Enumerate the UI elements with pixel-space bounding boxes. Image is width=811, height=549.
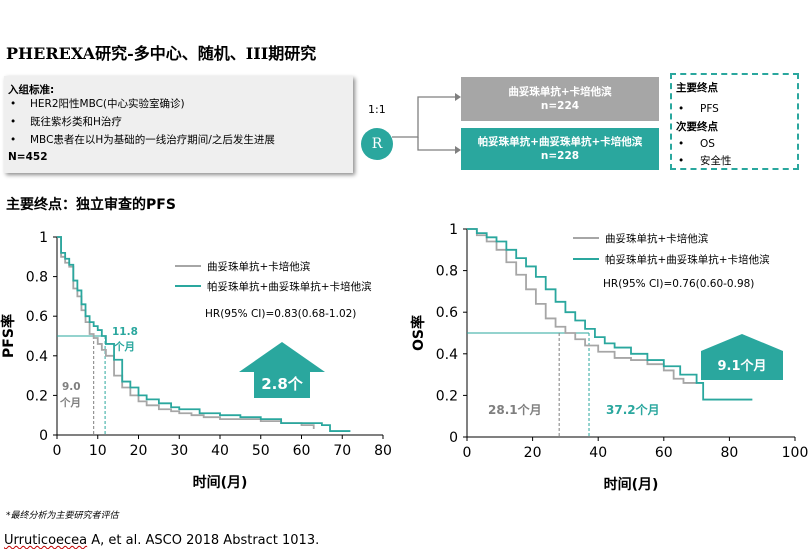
legend-label: 曲妥珠单抗+卡培他滨 (207, 260, 311, 273)
page-title: PHEREXA研究-多中心、随机、III期研究 (6, 44, 317, 63)
y-tick-label: 0.6 (436, 305, 458, 321)
secondary-endpoint-heading: 次要终点 (676, 121, 718, 133)
y-tick-label: 0.2 (26, 388, 48, 404)
arm-experimental-box: 帕妥珠单抗+曲妥珠单抗+卡培他滨 n=228 (461, 128, 659, 170)
randomization-icon: R (361, 128, 393, 160)
hazard-ratio-text: HR(95% CI)=0.83(0.68-1.02) (205, 308, 356, 320)
x-axis-title: 时间(月) (604, 476, 659, 493)
x-tick-label: 50 (252, 443, 270, 459)
bullet: • (10, 116, 17, 128)
x-tick-label: 30 (170, 443, 188, 459)
endpoints-box: 主要终点 • PFS 次要终点 • OS • 安全性 (670, 73, 799, 170)
legend-label: 曲妥珠单抗+卡培他滨 (605, 232, 709, 245)
citation-author: Urruticoecea (4, 533, 88, 548)
y-tick-label: 0.8 (436, 264, 458, 280)
x-axis-title: 时间(月) (193, 474, 248, 491)
y-tick-label: 1 (449, 222, 458, 238)
x-tick-label: 70 (333, 443, 351, 459)
legend-label: 帕妥珠单抗+曲妥珠单抗+卡培他滨 (207, 280, 372, 293)
x-tick-label: 80 (720, 445, 738, 461)
secondary-endpoint-item: 安全性 (700, 155, 732, 167)
x-tick-label: 10 (89, 443, 107, 459)
arm-control-n: n=224 (540, 100, 580, 112)
median-label-experimental-unit: 个月 (113, 340, 135, 353)
arm-control-box: 曲妥珠单抗+卡培他滨 n=224 (461, 77, 659, 121)
citation-rest: A, et al. ASCO 2018 Abstract 1013. (87, 533, 320, 548)
bullet: • (10, 98, 17, 110)
os-chart: 0 20 40 60 80 100 0 0.2 0.4 0.6 0.8 1 曲妥珠单抗+卡培他滨帕妥珠单… (410, 222, 809, 493)
x-tick-label: 20 (130, 443, 148, 459)
km-curve-series-2 (57, 236, 351, 432)
y-tick-label: 0.2 (436, 388, 458, 404)
y-tick-label: 0 (449, 430, 458, 446)
arm-control-name: 曲妥珠单抗+卡培他滨 (508, 86, 612, 98)
x-tick-label: 40 (211, 443, 229, 459)
inclusion-item: HER2阳性MBC(中心实验室确诊) (30, 98, 185, 110)
x-tick-label: 0 (463, 445, 472, 461)
arm-experimental-name: 帕妥珠单抗+曲妥珠单抗+卡培他滨 (477, 136, 643, 148)
secondary-endpoint-item: OS (700, 138, 715, 150)
median-label-experimental: 37.2个月 (606, 402, 660, 417)
y-axis-title: PFS率 (0, 314, 17, 358)
x-tick-label: 20 (524, 445, 542, 461)
y-axis-title: OS率 (410, 315, 427, 351)
footnote: *最终分析为主要研究者评估 (6, 511, 119, 521)
median-label-control-unit: 个月 (59, 396, 81, 409)
median-label-control: 28.1个月 (488, 402, 542, 417)
y-tick-label: 1 (39, 230, 48, 246)
primary-endpoint-title: 主要终点：独立审查的PFS (6, 197, 176, 213)
km-curve-series-1 (467, 228, 697, 384)
primary-endpoint-item: PFS (700, 103, 719, 115)
inclusion-item: MBC患者在以H为基础的一线治疗期间/之后发生进展 (30, 134, 275, 146)
bullet: • (678, 103, 685, 115)
callout-arrow (701, 334, 783, 380)
bullet: • (10, 134, 17, 146)
bullet: • (678, 155, 685, 167)
x-tick-label: 0 (53, 443, 62, 459)
x-tick-label: 80 (374, 443, 392, 459)
pfs-chart: 0 10 20 30 40 50 60 70 80 0 0.2 0.4 0.6 0.8 1 曲妥珠单抗+卡培他… (0, 230, 392, 491)
y-tick-label: 0.4 (436, 347, 458, 363)
randomization-arrows (392, 93, 461, 154)
primary-endpoint-heading: 主要终点 (676, 82, 718, 94)
callout-label: 2.8个 (261, 375, 304, 393)
y-tick-label: 0.4 (26, 349, 48, 365)
median-label-control: 9.0 (62, 381, 81, 393)
x-tick-label: 60 (655, 445, 673, 461)
legend-label: 帕妥珠单抗+曲妥珠单抗+卡培他滨 (605, 253, 770, 266)
arm-experimental-n: n=228 (540, 150, 580, 162)
citation: Urruticoecea A, et al. ASCO 2018 Abstrac… (4, 533, 319, 548)
x-tick-label: 100 (782, 445, 809, 461)
y-tick-label: 0.8 (26, 270, 48, 286)
bullet: • (678, 138, 685, 150)
inclusion-criteria-box: 入组标准: • HER2阳性MBC(中心实验室确诊) • 既往紫杉类和H治疗 •… (4, 76, 353, 173)
y-tick-label: 0.6 (26, 309, 48, 325)
hazard-ratio-text: HR(95% CI)=0.76(0.60-0.98) (603, 278, 754, 290)
callout-label: 9.1个月 (717, 358, 766, 374)
x-tick-label: 40 (589, 445, 607, 461)
y-tick-label: 0 (39, 428, 48, 444)
inclusion-heading: 入组标准: (8, 84, 55, 96)
inclusion-item: 既往紫杉类和H治疗 (30, 116, 122, 128)
randomization-ratio: 1:1 (368, 103, 386, 116)
km-curve-series-2 (467, 228, 753, 401)
callout-arrow (239, 342, 325, 398)
sample-size: N=452 (8, 151, 48, 163)
x-tick-label: 60 (293, 443, 311, 459)
median-label-experimental: 11.8 (112, 326, 138, 338)
